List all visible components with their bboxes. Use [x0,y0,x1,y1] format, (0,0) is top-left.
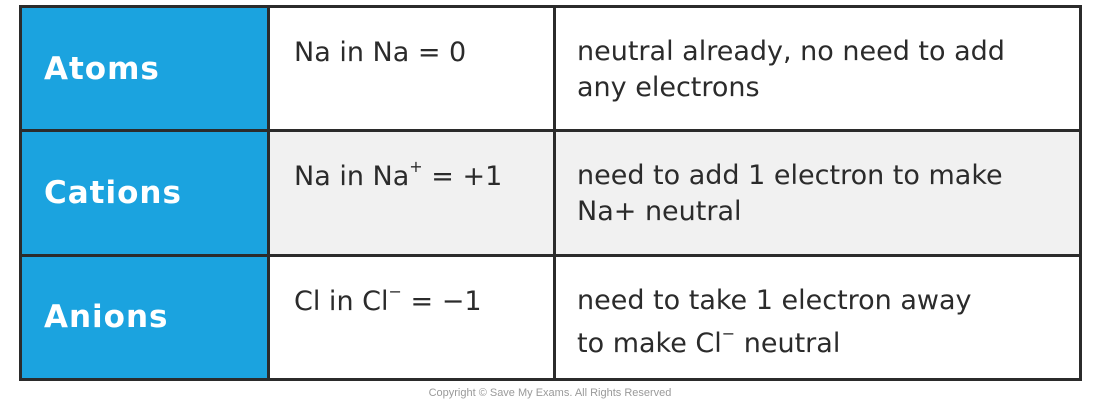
row-header-cations: Cations [22,132,267,254]
row-label: Anions [44,299,169,336]
description-text: need to take 1 electron away to make Cl− … [577,284,972,359]
description-text: need to add 1 electron to make Na+ neutra… [577,160,1003,228]
row-header-atoms: Atoms [22,8,267,130]
description-cell-cations: need to add 1 electron to make Na+ neutra… [556,132,1079,254]
row-label: Cations [44,174,182,211]
value-cell-anions: Cl in Cl− = −1 [270,256,553,378]
value-cell-atoms: Na in Na = 0 [270,8,553,130]
description-cell-atoms: neutral already, no need to add any elect… [556,8,1079,130]
oxidation-value: Na in Na+ = +1 [294,157,503,193]
copyright-notice: Copyright © Save My Exams. All Rights Re… [428,387,672,399]
row-header-anions: Anions [22,256,267,378]
row-label: Atoms [44,50,160,87]
oxidation-value: Na in Na = 0 [294,37,467,68]
description-cell-anions: need to take 1 electron away to make Cl− … [556,256,1079,378]
oxidation-value: Cl in Cl− = −1 [294,281,482,317]
description-text: neutral already, no need to add any elect… [577,36,1005,103]
oxidation-state-table: Atoms Na in Na = 0 neutral already, no n… [19,5,1082,381]
value-cell-cations: Na in Na+ = +1 [270,132,553,254]
